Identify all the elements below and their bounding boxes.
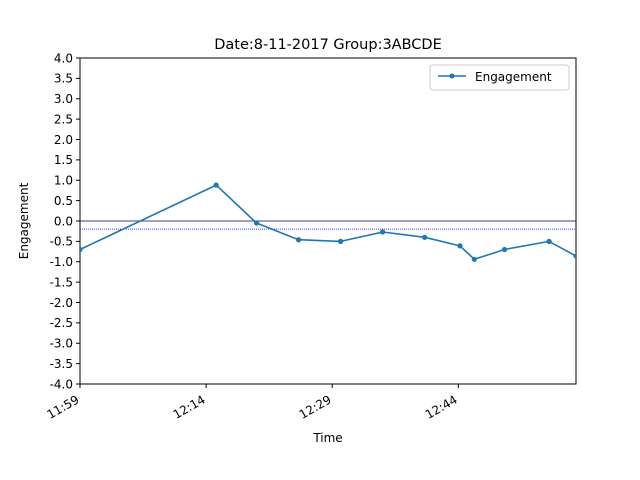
y-tick-label: 2.0	[54, 133, 73, 147]
legend-marker	[449, 73, 455, 79]
y-tick-label: 2.5	[54, 112, 73, 126]
y-tick-label: -0.5	[50, 235, 73, 249]
data-point	[380, 229, 386, 235]
x-axis: 11:59 12:14 12:29 12:44	[45, 384, 460, 422]
x-axis-label: Time	[312, 431, 342, 445]
y-tick-label: -1.0	[50, 255, 73, 269]
y-tick-label: -4.0	[50, 377, 73, 391]
y-tick-label: -2.5	[50, 316, 73, 330]
x-tick-label: 12:14	[171, 392, 208, 421]
legend-box	[429, 64, 570, 91]
y-tick-label: 1.5	[54, 153, 73, 167]
chart-title: Date:8-11-2017 Group:3ABCDE	[214, 37, 442, 53]
y-tick-label: -3.5	[50, 357, 73, 371]
data-point	[546, 238, 552, 244]
data-point	[471, 256, 477, 262]
data-point	[213, 182, 219, 188]
legend: Engagement	[429, 64, 570, 91]
legend-label: Engagement	[475, 70, 552, 84]
y-tick-label: 3.0	[54, 92, 73, 106]
y-tick-label: 4.0	[54, 51, 73, 65]
data-point	[253, 220, 260, 226]
data-point	[422, 234, 428, 240]
y-tick-label: 0.0	[54, 214, 73, 228]
data-point	[295, 237, 302, 243]
x-tick-label: 12:29	[297, 392, 334, 421]
reference-lines	[80, 220, 576, 230]
data-point	[501, 246, 508, 253]
x-tick-label: 11:59	[45, 392, 82, 421]
y-tick-label: -3.0	[50, 337, 73, 351]
y-tick-label: -1.5	[50, 275, 73, 289]
data-point	[338, 238, 344, 244]
y-tick-label: 1.0	[54, 174, 73, 188]
x-tick-label: 12:44	[423, 392, 460, 421]
y-tick-label: 0.5	[54, 194, 73, 208]
series-line	[80, 184, 576, 261]
y-axis-label: Engagement	[17, 182, 31, 259]
y-tick-label: -2.0	[50, 296, 73, 310]
series-layer	[80, 182, 576, 262]
series-group	[80, 182, 576, 262]
plot-area	[79, 57, 577, 385]
data-point	[457, 243, 463, 249]
data-point	[573, 253, 576, 259]
y-tick-label: 3.5	[54, 72, 73, 86]
data-point	[80, 246, 83, 253]
y-axis: -4.0 -3.5 -3.0 -2.5 -2.0 -1.5 -1.0 -0.5 0.0 0.5 1.…	[50, 51, 80, 391]
